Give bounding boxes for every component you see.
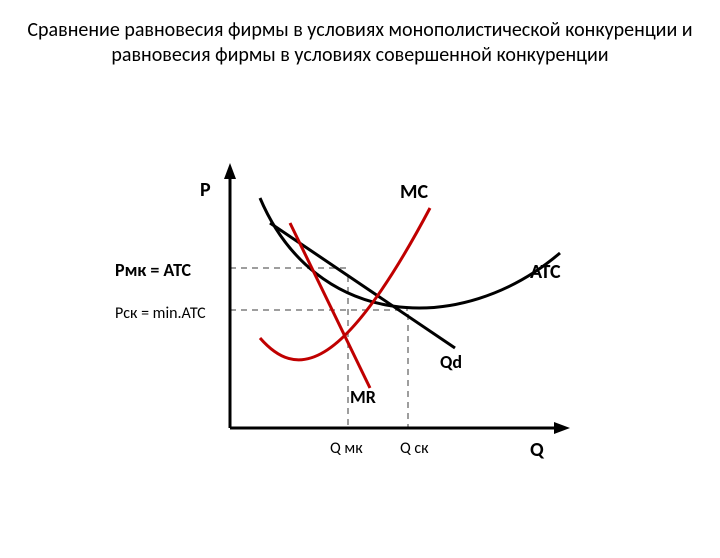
chart-title: Сравнение равновесия фирмы в условиях мо… xyxy=(20,18,700,68)
label-qd: Qd xyxy=(440,351,462,373)
label-mr: MR xyxy=(350,386,376,408)
mr-curve xyxy=(290,223,370,388)
label-pmk: Pмк = АТС xyxy=(115,259,192,281)
economics-chart: P MC ATC Pмк = АТС Pск = min.АТС Qd MR Q… xyxy=(0,68,720,508)
x-axis-arrow xyxy=(554,422,570,434)
label-q: Q xyxy=(530,438,545,462)
label-qsk: Q ск xyxy=(400,439,429,458)
axes xyxy=(224,163,570,434)
label-mc: MC xyxy=(400,180,428,204)
label-qmk: Q мк xyxy=(330,439,363,458)
y-axis-arrow xyxy=(224,163,236,179)
label-psk: Pск = min.АТС xyxy=(115,304,206,323)
label-atc: ATC xyxy=(530,260,561,284)
label-p: P xyxy=(200,178,211,202)
